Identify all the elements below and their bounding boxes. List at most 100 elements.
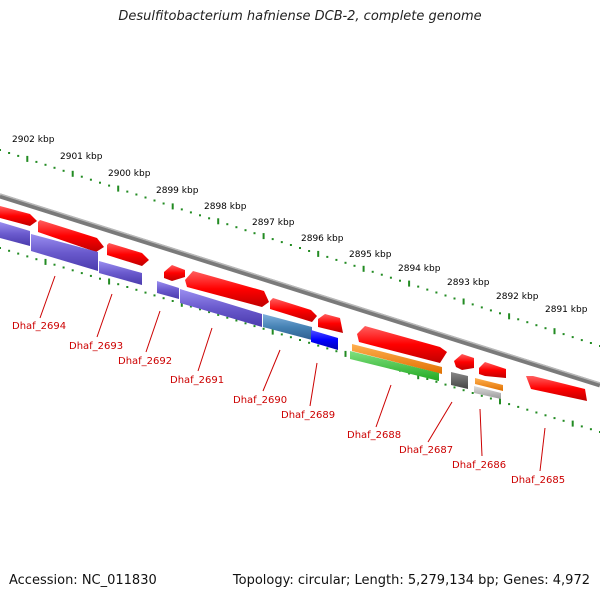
cds-arrow[interactable] [454, 354, 474, 370]
tick-mark [544, 414, 547, 417]
gene-band[interactable] [31, 234, 98, 271]
tick-mark [480, 306, 483, 309]
gene-band[interactable] [352, 344, 442, 374]
tick-mark [108, 278, 111, 285]
tick-mark [162, 202, 165, 205]
tick-mark [226, 316, 229, 319]
tick-mark [53, 166, 56, 169]
cds-arrow[interactable] [318, 314, 343, 333]
tick-mark [117, 185, 120, 192]
tick-mark [344, 350, 347, 357]
tick-mark [235, 319, 238, 322]
gene-label[interactable]: Dhaf_2694 [12, 321, 66, 332]
scale-label: 2897 kbp [252, 218, 295, 228]
scale-label: 2894 kbp [398, 264, 441, 274]
tick-mark [244, 229, 247, 232]
cds-arrow[interactable] [0, 206, 37, 226]
cds-arrow[interactable] [107, 243, 149, 266]
tick-mark [253, 325, 256, 328]
accession-text: Accession: NC_011830 [9, 573, 157, 588]
tick-mark [8, 249, 11, 252]
tick-mark [180, 208, 183, 211]
tick-mark [489, 397, 492, 400]
tick-mark [153, 294, 156, 297]
gene-band[interactable] [157, 281, 179, 299]
gene-band[interactable] [180, 289, 262, 327]
gene-band[interactable] [0, 222, 30, 246]
tick-mark [580, 425, 583, 428]
cds-arrow[interactable] [38, 220, 104, 252]
tick-mark [517, 318, 520, 321]
tick-mark [108, 184, 111, 187]
tick-mark [389, 276, 392, 279]
tick-mark [444, 383, 447, 386]
gene-label[interactable]: Dhaf_2685 [511, 475, 565, 486]
tick-mark [199, 308, 201, 311]
tick-mark [380, 273, 383, 276]
tick-mark [44, 258, 47, 265]
tick-mark [199, 214, 201, 217]
tick-mark [299, 247, 301, 249]
gene-label[interactable]: Dhaf_2690 [233, 395, 287, 406]
gene-label[interactable]: Dhaf_2692 [118, 356, 172, 367]
tick-mark [226, 223, 229, 226]
tick-mark [153, 199, 156, 202]
gene-label[interactable]: Dhaf_2689 [281, 410, 335, 421]
gene-band[interactable] [263, 314, 312, 340]
tick-mark [417, 373, 420, 380]
scale-label: 2901 kbp [60, 152, 103, 162]
tick-mark [244, 322, 247, 325]
cds-arrow[interactable] [185, 271, 269, 307]
tick-mark [71, 269, 74, 272]
tick-mark [326, 255, 329, 258]
tick-mark [317, 250, 320, 257]
cds-arrow[interactable] [270, 298, 317, 322]
tick-mark [217, 218, 220, 225]
cds-arrow[interactable] [164, 265, 185, 281]
tick-mark [562, 419, 565, 422]
tick-mark [535, 324, 538, 327]
tick-mark [471, 303, 474, 306]
scale-label: 2891 kbp [545, 305, 588, 315]
tick-mark [26, 255, 29, 258]
cds-arrow[interactable] [479, 362, 506, 378]
tick-mark [344, 261, 347, 264]
gene-label[interactable]: Dhaf_2688 [347, 430, 401, 441]
scale-label: 2899 kbp [156, 186, 199, 196]
gene-band[interactable] [451, 372, 468, 389]
scale-label: 2892 kbp [496, 292, 539, 302]
tick-mark [517, 405, 520, 408]
gene-band[interactable] [350, 351, 439, 381]
scale-label: 2893 kbp [447, 278, 490, 288]
scale-label: 2898 kbp [204, 202, 247, 212]
topology-text: Topology: circular; Length: 5,279,134 bp… [232, 573, 590, 588]
gene-band[interactable] [311, 330, 338, 350]
gene-label[interactable]: Dhaf_2693 [69, 341, 123, 352]
gene-band[interactable] [475, 378, 503, 391]
gene-band[interactable] [474, 386, 501, 399]
tick-mark [335, 350, 338, 353]
tick-mark [208, 311, 211, 314]
tick-mark [444, 294, 447, 297]
tick-mark [299, 339, 301, 341]
tick-mark [426, 378, 429, 380]
gene-label[interactable]: Dhaf_2687 [399, 445, 453, 456]
tick-mark [144, 291, 147, 294]
scale-label: 2900 kbp [108, 169, 151, 179]
gene-label[interactable]: Dhaf_2686 [452, 460, 506, 471]
tick-mark [217, 313, 220, 316]
tick-mark [544, 327, 547, 330]
cds-arrow[interactable] [526, 376, 587, 401]
tick-mark [489, 309, 492, 312]
tick-mark [362, 265, 365, 272]
tick-mark [426, 288, 429, 291]
gene-label[interactable]: Dhaf_2691 [170, 375, 224, 386]
tick-mark [499, 312, 501, 315]
tick-mark [499, 398, 501, 405]
tick-mark [480, 394, 483, 397]
tick-mark [571, 336, 574, 339]
cds-arrow[interactable] [357, 326, 447, 363]
tick-mark [289, 244, 292, 246]
gene-band[interactable] [99, 261, 142, 285]
